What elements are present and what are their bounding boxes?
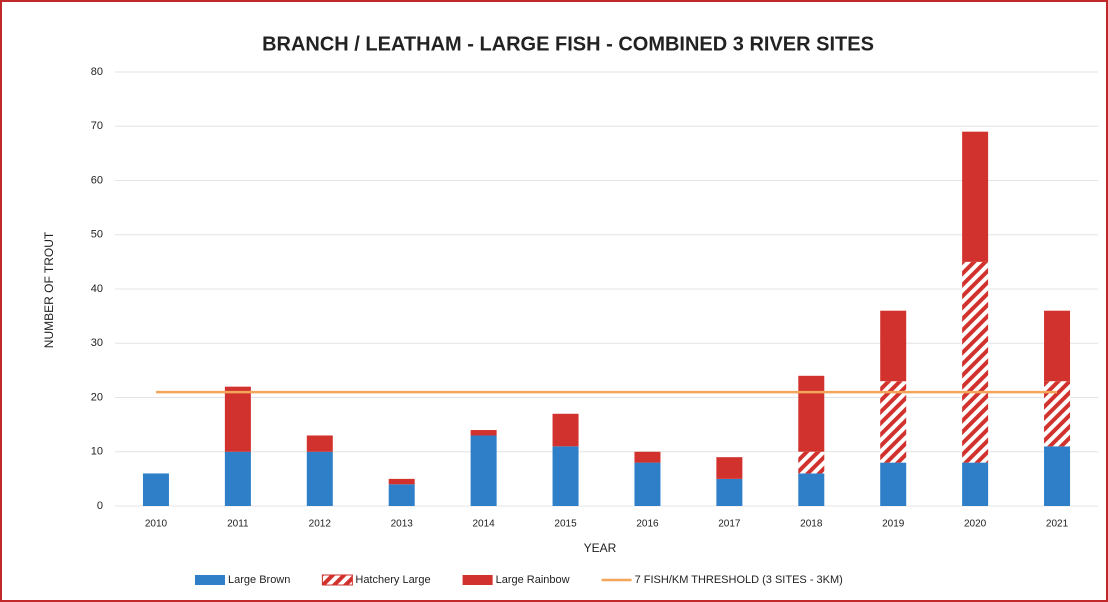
x-tick-label: 2010 <box>145 519 168 530</box>
x-tick-label: 2015 <box>554 519 577 530</box>
bar-segment <box>798 375 825 452</box>
x-tick-label: 2020 <box>964 519 987 530</box>
x-tick-label: 2013 <box>391 519 414 530</box>
bar-segment <box>962 462 989 506</box>
legend-label: Large Brown <box>228 574 290 586</box>
bar-segment <box>306 451 333 506</box>
y-tick-label: 30 <box>91 337 103 349</box>
y-tick-label: 20 <box>91 391 103 403</box>
bar-segment <box>224 451 251 506</box>
x-tick-label: 2014 <box>473 519 496 530</box>
bar-segment <box>552 413 579 447</box>
bar-segment <box>1044 310 1071 382</box>
bar-segment <box>552 446 579 506</box>
x-tick-label: 2011 <box>227 519 249 530</box>
bar-segment <box>716 457 743 479</box>
bar-segment <box>388 478 415 485</box>
legend-marker <box>462 575 493 585</box>
bar-segment <box>880 462 907 506</box>
bar-segment <box>634 462 661 506</box>
bar-segment <box>1044 446 1071 506</box>
bar-segment <box>470 435 497 506</box>
y-tick-label: 80 <box>91 66 103 78</box>
x-tick-label: 2019 <box>882 519 905 530</box>
y-axis-title: NUMBER OF TROUT <box>42 231 56 348</box>
bar-segment <box>470 430 497 436</box>
legend-marker <box>195 575 225 585</box>
bar-segment <box>962 131 989 262</box>
bar-segment <box>142 473 169 506</box>
bar-segment <box>634 451 661 463</box>
legend-label: Hatchery Large <box>355 574 430 586</box>
legend-marker <box>321 574 353 586</box>
chart-title: BRANCH / LEATHAM - LARGE FISH - COMBINED… <box>262 33 874 55</box>
bar-segment <box>880 381 907 463</box>
y-tick-label: 40 <box>91 283 103 295</box>
bar-segment <box>798 451 825 474</box>
x-tick-label: 2012 <box>309 519 332 530</box>
bar-segment <box>880 310 907 382</box>
bar-segment <box>224 386 251 452</box>
bar-segment <box>798 473 825 506</box>
y-tick-label: 0 <box>97 500 103 512</box>
bar-segment <box>388 484 415 506</box>
y-tick-label: 60 <box>91 174 103 186</box>
bar-segment <box>306 435 333 452</box>
bar-segment <box>716 478 743 506</box>
x-tick-label: 2021 <box>1046 519 1069 530</box>
x-tick-label: 2017 <box>718 519 741 530</box>
legend-label: 7 FISH/KM THRESHOLD (3 SITES - 3KM) <box>635 574 843 586</box>
y-tick-label: 50 <box>91 229 103 241</box>
y-tick-label: 70 <box>91 120 103 132</box>
legend-label: Large Rainbow <box>496 574 570 586</box>
x-tick-label: 2016 <box>636 519 659 530</box>
x-axis-title: YEAR <box>584 541 617 555</box>
x-tick-label: 2018 <box>800 519 823 530</box>
y-tick-label: 10 <box>91 446 103 458</box>
bar-segment <box>962 261 989 463</box>
